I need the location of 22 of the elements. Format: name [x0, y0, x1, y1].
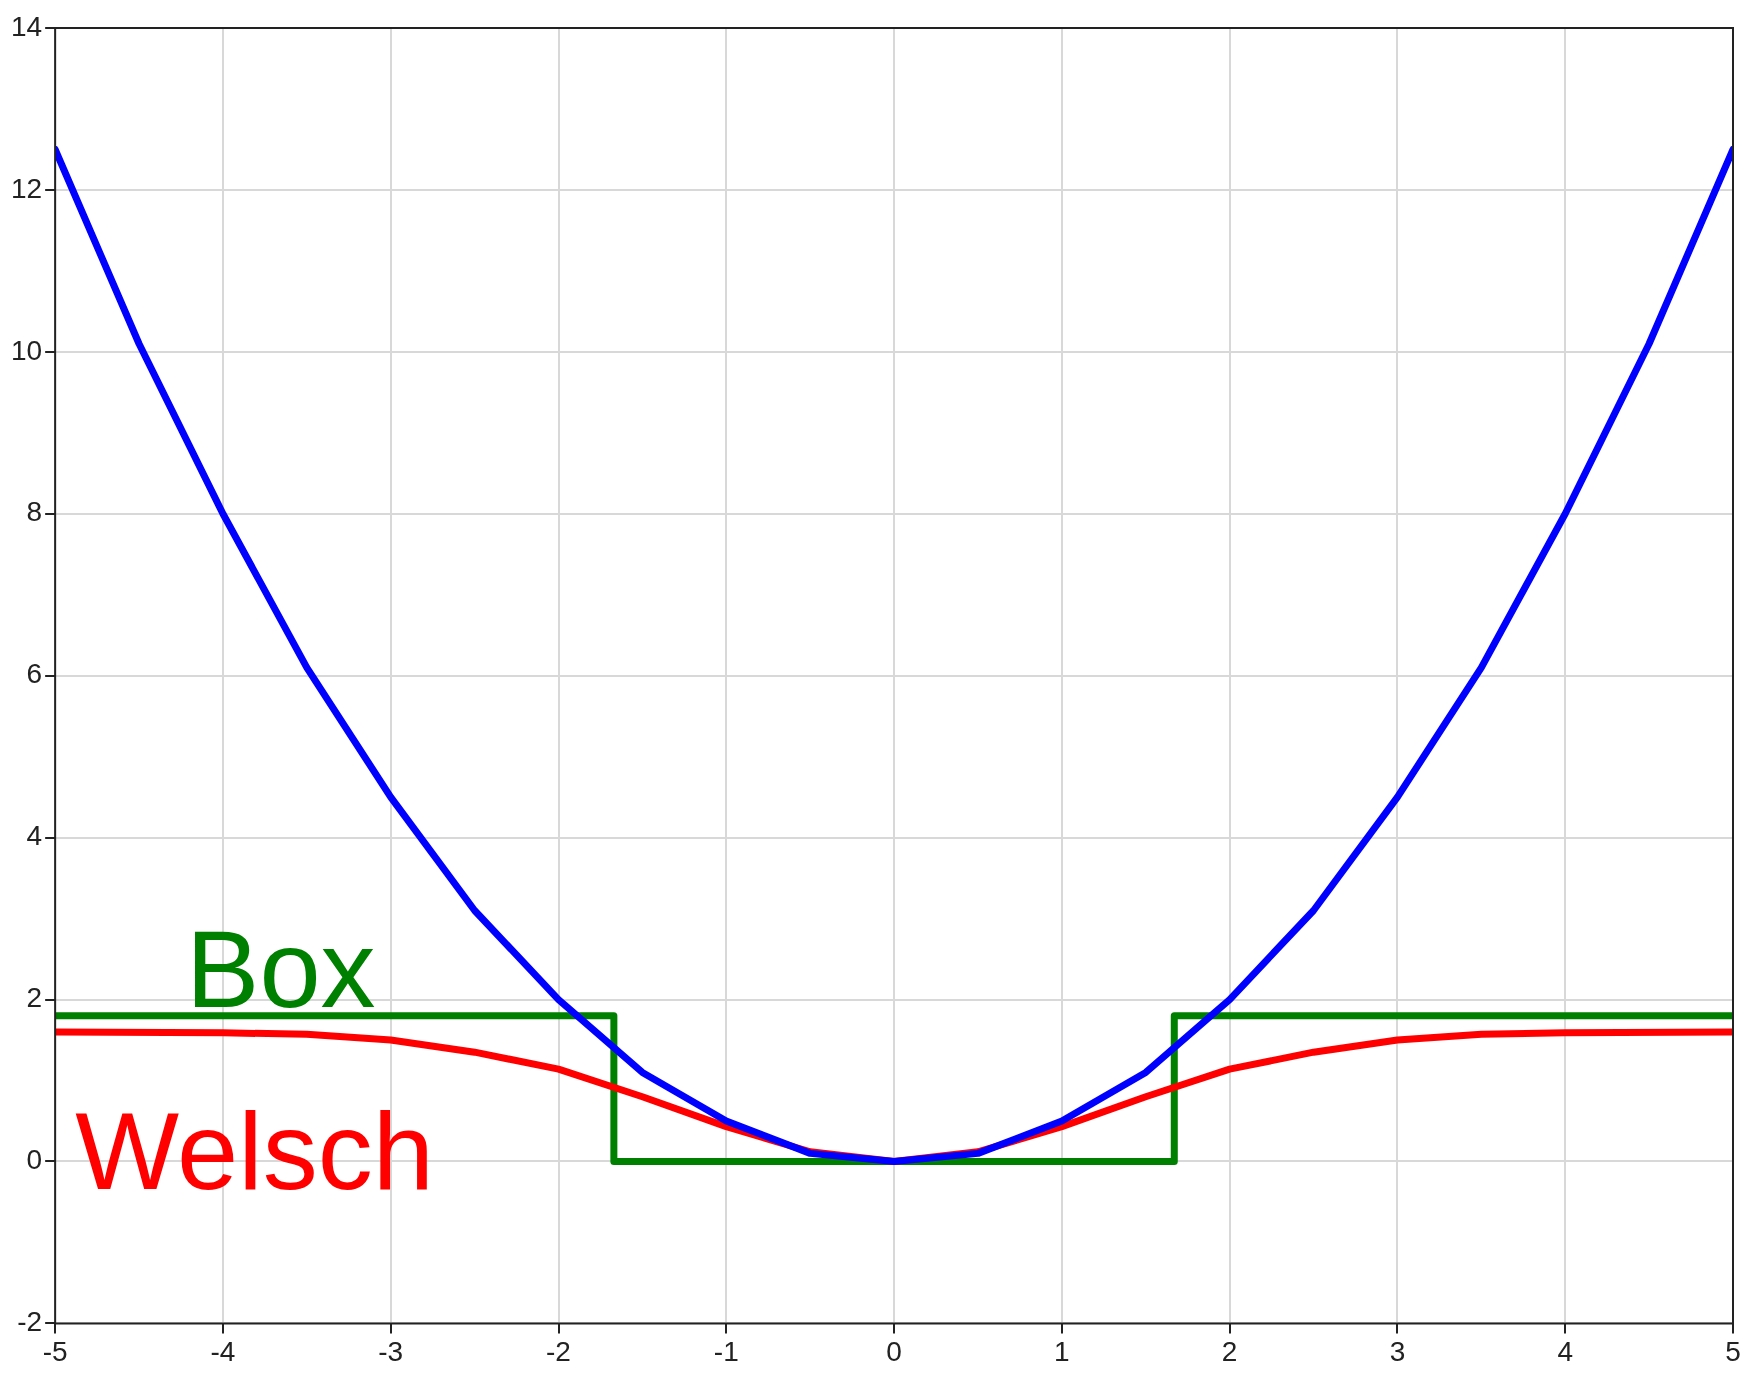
y-tick-label: 8 — [26, 496, 43, 528]
y-tick-label: 14 — [10, 10, 43, 42]
y-tick-label: 6 — [26, 658, 43, 690]
x-tick-label: 2 — [1221, 1335, 1238, 1367]
x-tick-label: 1 — [1054, 1335, 1070, 1367]
y-tick-label: 10 — [10, 334, 43, 366]
x-tick-label: -3 — [378, 1335, 404, 1367]
x-tick-label: -5 — [42, 1335, 68, 1367]
series-label: Box — [186, 907, 376, 1031]
x-tick-label: 4 — [1557, 1335, 1573, 1367]
y-tick-label: 12 — [10, 172, 43, 204]
y-tick-label: -2 — [17, 1306, 43, 1338]
x-tick-label: 3 — [1389, 1335, 1406, 1367]
x-tick-label: 0 — [886, 1335, 902, 1367]
y-tick-label: 2 — [26, 982, 43, 1014]
y-tick-label: 0 — [26, 1144, 43, 1176]
x-tick-label: -4 — [210, 1335, 236, 1367]
x-tick-label: -1 — [713, 1335, 739, 1367]
series-label: Welsch — [75, 1088, 434, 1212]
x-tick-label: -2 — [546, 1335, 571, 1367]
x-tick-label: 5 — [1725, 1335, 1741, 1367]
y-tick-label: 4 — [26, 820, 43, 852]
